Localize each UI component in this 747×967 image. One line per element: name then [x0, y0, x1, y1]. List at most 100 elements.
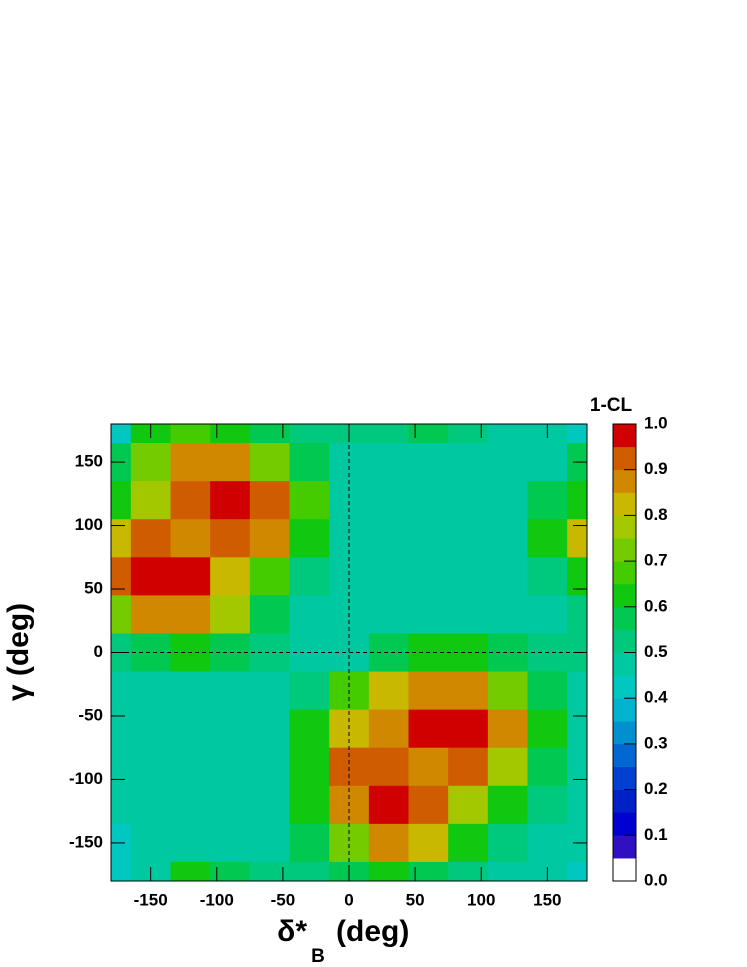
- contour-cell: [210, 481, 251, 520]
- contour-cell: [527, 481, 568, 520]
- contour-cell: [408, 747, 449, 787]
- contour-cell: [487, 823, 528, 863]
- contour-cell: [130, 481, 171, 520]
- x-tick-label: 100: [467, 890, 495, 909]
- contour-cell: [487, 443, 528, 482]
- contour-cell: [368, 747, 409, 787]
- contour-cell: [289, 823, 330, 863]
- colorbar-swatch: [613, 812, 636, 836]
- contour-cell: [249, 595, 290, 634]
- x-tick-label: -50: [271, 890, 296, 909]
- contour-cell: [527, 785, 568, 825]
- y-tick-label: -100: [69, 769, 103, 788]
- contour-area: [111, 424, 587, 881]
- contour-cell: [368, 443, 409, 482]
- colorbar-tick-label: 0.5: [644, 642, 668, 661]
- contour-cell: [408, 861, 449, 881]
- contour-cell: [448, 861, 489, 881]
- colorbar-swatch: [613, 606, 636, 630]
- y-tick-label: 50: [84, 579, 103, 598]
- contour-cell: [567, 481, 587, 520]
- contour-cell: [368, 557, 409, 596]
- contour-cell: [130, 671, 171, 711]
- colorbar-swatch: [613, 698, 636, 722]
- contour-cell: [111, 747, 132, 787]
- contour-cell: [408, 709, 449, 749]
- contour-cell: [249, 633, 290, 673]
- x-axis-title-unit: (deg): [336, 915, 409, 948]
- contour-cell: [408, 424, 449, 444]
- y-axis-title: γ (deg): [2, 603, 35, 701]
- y-tick-label: 150: [75, 452, 103, 471]
- colorbar-swatch: [613, 561, 636, 585]
- contour-cell: [567, 861, 587, 881]
- colorbar-swatch: [613, 858, 636, 882]
- contour-cell: [448, 671, 489, 711]
- contour-cell: [487, 519, 528, 558]
- contour-cell: [170, 443, 211, 482]
- contour-cell: [368, 861, 409, 881]
- contour-cell: [527, 443, 568, 482]
- contour-cell: [170, 823, 211, 863]
- contour-cell: [448, 709, 489, 749]
- colorbar-tick-label: 0.3: [644, 733, 668, 752]
- colorbar-swatch: [613, 538, 636, 562]
- contour-cell: [170, 709, 211, 749]
- contour-cell: [130, 519, 171, 558]
- contour-cell: [111, 481, 132, 520]
- contour-cell: [487, 671, 528, 711]
- colorbar-swatch: [613, 835, 636, 859]
- contour-cell: [567, 747, 587, 787]
- contour-cell: [249, 481, 290, 520]
- colorbar-tick-label: 0.2: [644, 779, 668, 798]
- contour-cell: [567, 595, 587, 634]
- contour-cell: [170, 785, 211, 825]
- contour-cell: [289, 443, 330, 482]
- contour-cell: [368, 519, 409, 558]
- contour-cell: [289, 785, 330, 825]
- contour-cell: [408, 519, 449, 558]
- contour-cell: [210, 747, 251, 787]
- contour-cell: [210, 671, 251, 711]
- contour-cell: [487, 861, 528, 881]
- colorbar-title: 1-CL: [590, 395, 633, 416]
- contour-cell: [368, 709, 409, 749]
- colorbar-swatch: [613, 675, 636, 699]
- contour-cell: [170, 557, 211, 596]
- contour-cell: [527, 557, 568, 596]
- contour-cell: [408, 481, 449, 520]
- contour-cell: [527, 671, 568, 711]
- contour-cell: [448, 595, 489, 634]
- colorbar-tick-label: 0.0: [644, 870, 668, 889]
- contour-cell: [249, 823, 290, 863]
- y-tick-label: -50: [78, 705, 103, 724]
- contour-cell: [249, 709, 290, 749]
- colorbar-tick-label: 1.0: [644, 413, 668, 432]
- contour-cell: [249, 519, 290, 558]
- contour-cell: [368, 595, 409, 634]
- contour-cell: [289, 861, 330, 881]
- contour-cell: [210, 709, 251, 749]
- colorbar-tick-label: 0.8: [644, 505, 668, 524]
- contour-cell: [170, 671, 211, 711]
- contour-cell: [408, 671, 449, 711]
- x-tick-label: 50: [406, 890, 425, 909]
- contour-cell: [567, 519, 587, 558]
- x-tick-label: 150: [533, 890, 561, 909]
- contour-cell: [448, 443, 489, 482]
- contour-cell: [527, 709, 568, 749]
- contour-cell: [210, 519, 251, 558]
- contour-cell: [249, 424, 290, 444]
- contour-cell: [210, 557, 251, 596]
- contour-cell: [448, 557, 489, 596]
- contour-cell: [448, 823, 489, 863]
- colorbar-swatch: [613, 743, 636, 768]
- contour-cell: [368, 424, 409, 444]
- contour-cell: [567, 671, 587, 711]
- contour-cell: [210, 785, 251, 825]
- contour-cell: [408, 823, 449, 863]
- contour-cell: [448, 785, 489, 825]
- contour-cell: [289, 595, 330, 634]
- contour-cell: [210, 595, 251, 634]
